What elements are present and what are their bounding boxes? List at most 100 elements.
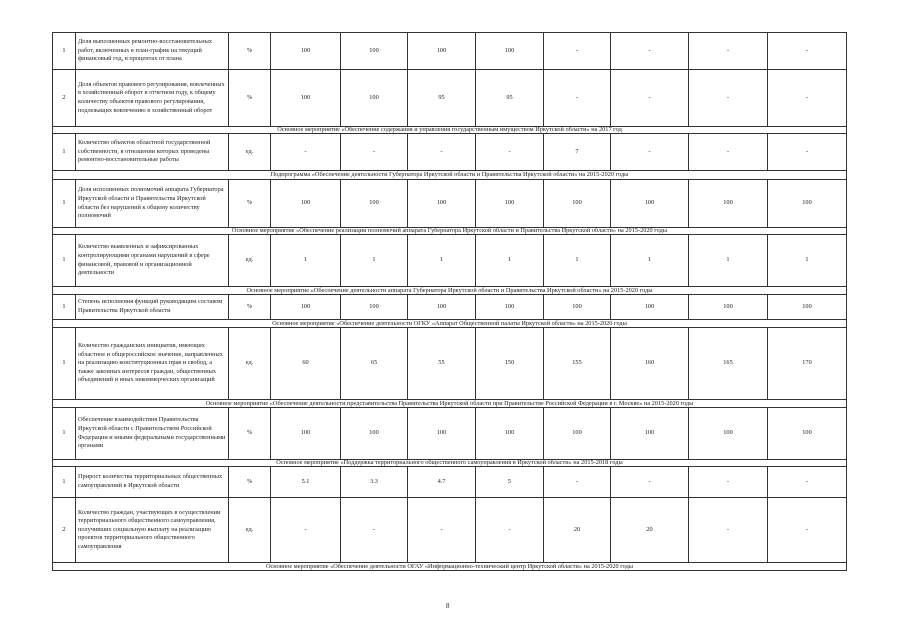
value-cell: 100 [475,294,544,320]
value-cell: 100 [270,294,341,320]
unit-cell: % [228,32,271,70]
value-cell: 60 [270,327,341,400]
value-cell: 1 [688,234,768,287]
row-number: 1 [52,294,76,320]
value-cell: - [688,133,768,171]
section-header-row: Основное мероприятие «Обеспечение деятел… [52,562,847,571]
value-cell: - [610,466,689,498]
value-cell: - [688,32,768,70]
value-cell: - [688,497,768,563]
table-row: 1 Количество гражданских инициатив, имеющ… [52,327,847,400]
value-cell: - [688,466,768,498]
value-cell: 7 [543,133,611,171]
table-row: 1 Количество объектов областной государст… [52,133,847,171]
value-cell: 150 [475,327,544,400]
indicator-name: Доля исполненных полномочий аппарата Губ… [75,179,229,228]
table-row: 1 Доля исполненных полномочий аппарата Гу… [52,179,847,228]
value-cell: - [475,497,544,563]
section-header-row: Основное мероприятие «Обеспечение деятел… [52,286,847,295]
value-cell: - [610,133,689,171]
value-cell: 100 [475,407,544,460]
value-cell: 100 [340,407,408,460]
value-cell: 100 [767,294,847,320]
value-cell: 55 [407,327,476,400]
unit-cell: % [228,69,271,127]
value-cell: 100 [475,179,544,228]
section-header-row: Подпрограмма «Обеспечение деятельности Г… [52,170,847,180]
table-row: 1 Доля выполненных ремонтно-восстановител… [52,32,847,70]
value-cell: - [610,69,689,127]
section-title: Основное мероприятие «Обеспечение деятел… [52,562,847,571]
row-number: 1 [52,32,76,70]
row-number: 2 [52,497,76,563]
value-cell: 155 [543,327,611,400]
unit-cell: ед. [228,327,271,400]
row-number: 1 [52,133,76,171]
section-header-row: Основное мероприятие «Обеспечение содерж… [52,126,847,134]
indicator-name: Количество объектов областной государств… [75,133,229,171]
table-row: 1 Обеспечение взаимодействия Правительств… [52,407,847,460]
value-cell: 100 [340,294,408,320]
value-cell: 100 [610,179,689,228]
value-cell: - [767,32,847,70]
table-row: 2 Количество граждан, участвующих в осуще… [52,497,847,563]
value-cell: 100 [270,407,341,460]
value-cell: 95 [475,69,544,127]
unit-cell: % [228,294,271,320]
value-cell: 1 [340,234,408,287]
value-cell: - [767,133,847,171]
row-number: 1 [52,327,76,400]
value-cell: 1 [610,234,689,287]
unit-cell: % [228,179,271,228]
section-title: Основное мероприятие «Обеспечение деятел… [52,286,847,295]
value-cell: 100 [475,32,544,70]
indicator-name: Обеспечение взаимодействия Правительства… [75,407,229,460]
section-title: Основное мероприятие «Обеспечение реализ… [52,227,847,235]
indicators-table: 1 Доля выполненных ремонтно-восстановител… [52,32,847,571]
value-cell: 100 [767,179,847,228]
value-cell: 5.1 [270,466,341,498]
value-cell: 1 [270,234,341,287]
value-cell: - [475,133,544,171]
value-cell: 100 [610,294,689,320]
value-cell: 100 [688,294,768,320]
value-cell: - [407,133,476,171]
row-number: 1 [52,234,76,287]
value-cell: 95 [407,69,476,127]
value-cell: 100 [543,294,611,320]
row-number: 1 [52,407,76,460]
unit-cell: % [228,407,271,460]
table-row: 1 Прирост количества территориальных обще… [52,466,847,498]
row-number: 1 [52,466,76,498]
value-cell: 100 [688,179,768,228]
value-cell: 100 [340,179,408,228]
row-number: 1 [52,179,76,228]
value-cell: 100 [543,407,611,460]
value-cell: 1 [767,234,847,287]
value-cell: - [610,32,689,70]
value-cell: - [340,133,408,171]
row-number: 2 [52,69,76,127]
value-cell: - [270,497,341,563]
section-header-row: Основное мероприятие «Обеспечение деятел… [52,319,847,328]
value-cell: - [543,32,611,70]
indicator-name: Количество гражданских инициатив, имеющи… [75,327,229,400]
section-title: Основное мероприятие «Обеспечение деятел… [52,399,847,408]
section-title: Основное мероприятие «Обеспечение содерж… [52,126,847,134]
value-cell: - [340,497,408,563]
value-cell: 1 [407,234,476,287]
value-cell: 100 [610,407,689,460]
value-cell: - [543,69,611,127]
value-cell: 100 [767,407,847,460]
value-cell: 100 [407,32,476,70]
unit-cell: % [228,466,271,498]
section-title: Основное мероприятие «Поддержка территор… [52,459,847,467]
value-cell: 170 [767,327,847,400]
indicator-name: Доля объектов правового регулирования, в… [75,69,229,127]
value-cell: 100 [340,32,408,70]
value-cell: - [270,133,341,171]
unit-cell: ед. [228,497,271,563]
indicator-name: Степень исполнения функций руководящим с… [75,294,229,320]
section-header-row: Основное мероприятие «Обеспечение реализ… [52,227,847,235]
table-row: 1 Количество выявленных и зафиксированных… [52,234,847,287]
